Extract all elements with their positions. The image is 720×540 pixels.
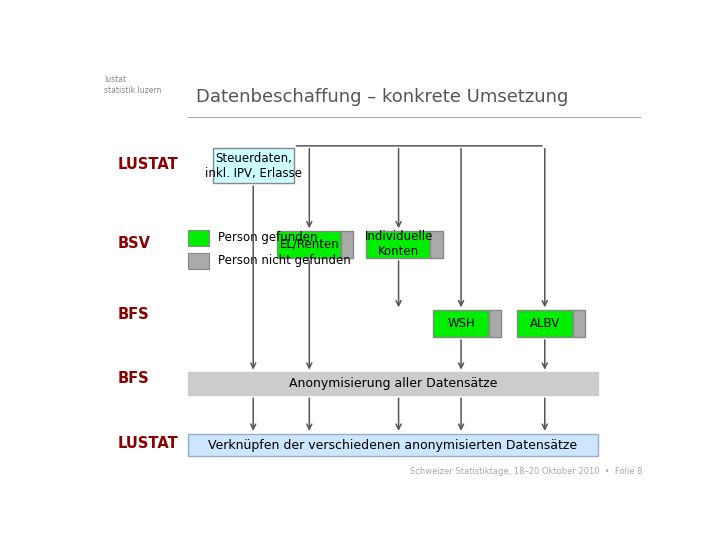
FancyBboxPatch shape bbox=[431, 231, 443, 258]
Text: Individuelle
Konten: Individuelle Konten bbox=[364, 231, 433, 259]
Text: BFS: BFS bbox=[118, 307, 150, 322]
Text: Person gefunden: Person gefunden bbox=[218, 231, 318, 244]
Text: LUSTAT: LUSTAT bbox=[118, 157, 179, 172]
Text: Anonymisierung aller Datensätze: Anonymisierung aller Datensätze bbox=[289, 377, 497, 390]
FancyBboxPatch shape bbox=[366, 231, 431, 258]
FancyBboxPatch shape bbox=[188, 434, 598, 456]
FancyBboxPatch shape bbox=[277, 231, 341, 258]
FancyBboxPatch shape bbox=[572, 310, 585, 337]
FancyBboxPatch shape bbox=[188, 253, 209, 268]
FancyBboxPatch shape bbox=[188, 230, 209, 246]
FancyBboxPatch shape bbox=[188, 373, 598, 395]
Text: BFS: BFS bbox=[118, 371, 150, 386]
Text: WSH: WSH bbox=[447, 317, 475, 330]
Text: Person nicht gefunden: Person nicht gefunden bbox=[218, 254, 351, 267]
FancyBboxPatch shape bbox=[341, 231, 354, 258]
Text: Verknüpfen der verschiedenen anonymisierten Datensätze: Verknüpfen der verschiedenen anonymisier… bbox=[208, 438, 577, 451]
FancyBboxPatch shape bbox=[213, 148, 294, 183]
Text: ALBV: ALBV bbox=[530, 317, 560, 330]
FancyBboxPatch shape bbox=[517, 310, 572, 337]
Text: Schweizer Statistiktage, 18–20 Oktober 2010  •  Folie 8: Schweizer Statistiktage, 18–20 Oktober 2… bbox=[410, 468, 642, 476]
Text: lustat
statistik luzern: lustat statistik luzern bbox=[104, 75, 161, 94]
FancyBboxPatch shape bbox=[489, 310, 501, 337]
Text: EL/Renten: EL/Renten bbox=[279, 238, 339, 251]
Text: Datenbeschaffung – konkrete Umsetzung: Datenbeschaffung – konkrete Umsetzung bbox=[196, 87, 568, 106]
Text: BSV: BSV bbox=[118, 236, 151, 251]
Text: LUSTAT: LUSTAT bbox=[118, 436, 179, 451]
FancyBboxPatch shape bbox=[433, 310, 489, 337]
Text: Steuerdaten,
inkl. IPV, Erlasse: Steuerdaten, inkl. IPV, Erlasse bbox=[204, 152, 302, 180]
